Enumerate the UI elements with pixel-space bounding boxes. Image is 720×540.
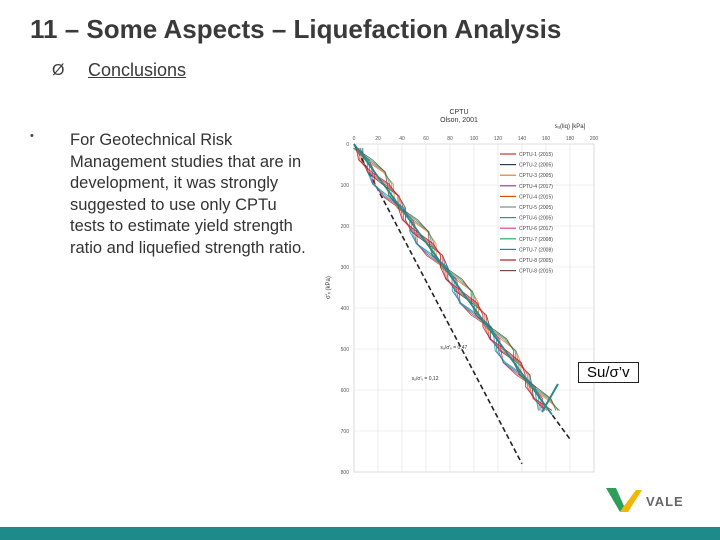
y-tick-label: 300 xyxy=(341,265,350,271)
cptu-series-line xyxy=(362,148,546,411)
legend-entry: CPTU-8 (2015) xyxy=(519,269,553,275)
y-tick-label: 700 xyxy=(341,429,350,435)
x-axis-label: sᵤ(liq) [kPa] xyxy=(555,124,586,130)
cptu-chart: CPTU Olson, 2001 sᵤ(liq) [kPa] σ'ᵥ (kPa)… xyxy=(326,109,599,476)
x-tick-label: 100 xyxy=(470,136,479,142)
x-tick-label: 40 xyxy=(399,136,405,142)
x-tick-label: 80 xyxy=(447,136,453,142)
bullet-icon: • xyxy=(30,130,34,142)
footer-bar xyxy=(0,527,720,540)
x-tick-label: 180 xyxy=(566,136,575,142)
slide-title: 11 – Some Aspects – Liquefaction Analysi… xyxy=(30,14,562,44)
legend-entry: CPTU-6 (2005) xyxy=(519,216,553,222)
x-tick-label: 120 xyxy=(494,136,503,142)
cptu-series-line xyxy=(353,147,560,411)
legend-entry: CPTU-8 (2005) xyxy=(519,258,553,264)
y-axis-label: σ'ᵥ (kPa) xyxy=(326,276,332,299)
legend-entry: CPTU-2 (2005) xyxy=(519,163,553,169)
x-tick-label: 0 xyxy=(353,136,356,142)
x-tick-label: 200 xyxy=(590,136,599,142)
legend-entry: CPTU-1 (2015) xyxy=(519,152,553,158)
legend-entry: CPTU-5 (2005) xyxy=(519,205,553,211)
legend-entry: CPTU-4 (2015) xyxy=(519,194,553,200)
legend-entry: CPTU-7 (2008) xyxy=(519,247,553,253)
legend-entry: CPTU-4 (2017) xyxy=(519,184,553,190)
cptu-series xyxy=(353,143,561,416)
trend-line xyxy=(353,143,553,416)
y-tick-label: 0 xyxy=(346,142,349,148)
y-tick-label: 100 xyxy=(341,183,350,189)
legend-entry: CPTU-7 (2008) xyxy=(519,237,553,243)
cptu-series-line xyxy=(357,147,540,411)
cptu-series-line xyxy=(355,148,553,411)
callout-pointer xyxy=(541,383,559,413)
logo-text: VALE xyxy=(646,494,684,509)
y-tick-label: 600 xyxy=(341,388,350,394)
ratio-annotation: sᵤ/σ'ᵥ = 0,47 xyxy=(440,345,467,351)
subtitle: Ø Conclusions xyxy=(52,60,186,81)
y-tick-label: 800 xyxy=(341,470,350,476)
reference-line xyxy=(353,143,523,465)
y-tick-label: 200 xyxy=(341,224,350,230)
bullet-text: For Geotechnical Risk Management studies… xyxy=(70,131,306,257)
x-tick-label: 60 xyxy=(423,136,429,142)
legend: CPTU-1 (2015) CPTU-2 (2005) CPTU-3 (2005) C… xyxy=(500,152,553,275)
chart-subtitle: Olson, 2001 xyxy=(440,117,478,124)
annotations: sᵤ/σ'ᵥ = 0,47 sᵤ/σ'ᵥ = 0,12 xyxy=(412,345,468,382)
subtitle-text: Conclusions xyxy=(88,60,187,80)
vale-logo-icon xyxy=(606,488,642,512)
callout-label: Su/σ’v xyxy=(578,362,639,383)
ratio-annotation: sᵤ/σ'ᵥ = 0,12 xyxy=(412,376,439,382)
x-tick-label: 160 xyxy=(542,136,551,142)
x-tick-label: 140 xyxy=(518,136,527,142)
legend-entry: CPTU-6 (2017) xyxy=(519,226,553,232)
cptu-series-line xyxy=(355,147,542,411)
legend-entry: CPTU-3 (2005) xyxy=(519,173,553,179)
chart-title: CPTU xyxy=(449,109,468,116)
y-tick-label: 400 xyxy=(341,306,350,312)
y-tick-label: 500 xyxy=(341,347,350,353)
x-tick-label: 20 xyxy=(375,136,381,142)
arrow-bullet-icon: Ø xyxy=(52,61,65,79)
